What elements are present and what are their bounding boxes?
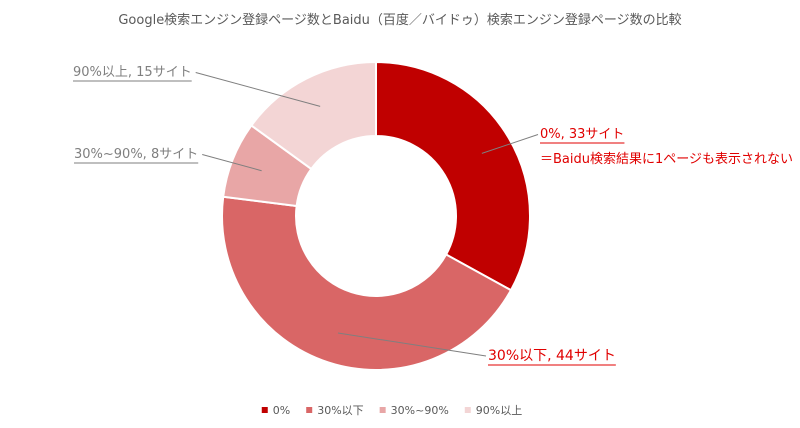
legend: 0% 30%以下 30%~90% 90%以上 [261, 404, 522, 417]
slice-0pct [375, 60, 531, 292]
legend-label-90pct-or-more: 90%以上 [476, 404, 522, 417]
slice-30pct-or-less [221, 195, 513, 371]
data-label-30-90pct: 30%~90%, 8サイト [74, 147, 198, 162]
leader-line-0pct [481, 134, 539, 154]
slices [221, 60, 531, 371]
data-label-90pct-or-more: 90%以上, 15サイト [73, 65, 192, 80]
legend-label-30-90pct: 30%~90% [391, 404, 449, 417]
chart-title: Google検索エンジン登録ページ数とBaidu（百度／バイドゥ）検索エンジン登… [118, 12, 681, 28]
data-label-30pct-or-less: 30%以下, 44サイト [488, 348, 616, 364]
legend-swatch-90pct-or-more [464, 407, 471, 413]
annotation-baidu: ＝Baidu検索結果に1ページも表示されない [540, 152, 793, 167]
legend-swatch-30pct-or-less [306, 407, 313, 413]
leader-lines [73, 72, 625, 366]
leader-line-90pct-or-more [195, 72, 321, 107]
data-label-0pct: 0%, 33サイト [540, 127, 624, 142]
legend-label-30pct-or-less: 30%以下 [317, 404, 363, 417]
legend-swatch-0pct [261, 407, 268, 413]
leader-line-30pct-or-less [337, 332, 487, 357]
legend-label-0pct: 0% [273, 404, 290, 417]
leader-line-30-90pct [202, 154, 262, 172]
data-labels: 0%, 33サイト ＝Baidu検索結果に1ページも表示されない 30%以下, … [73, 65, 793, 364]
legend-swatch-30-90pct [379, 407, 386, 413]
